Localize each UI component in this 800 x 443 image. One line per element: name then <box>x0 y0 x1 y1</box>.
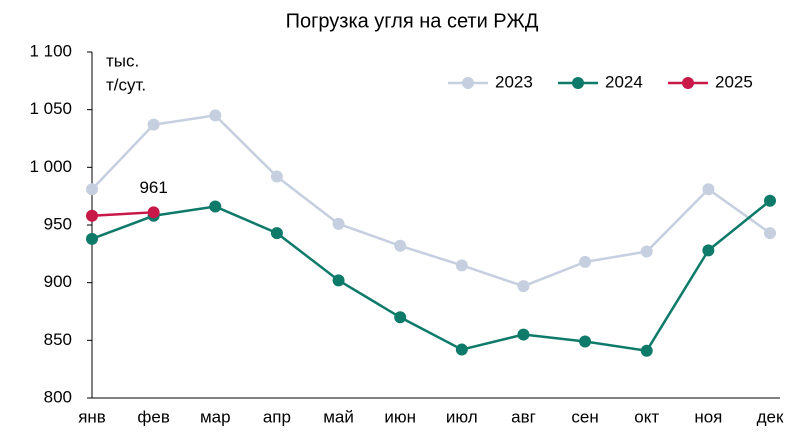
series-point <box>209 109 222 122</box>
series-point <box>640 245 653 258</box>
series-point <box>86 232 98 245</box>
x-tick-label: ноя <box>694 407 722 426</box>
x-tick-label: апр <box>263 407 291 426</box>
series-line <box>91 199 771 353</box>
series-line <box>91 114 771 288</box>
x-tick-label: авг <box>511 407 536 426</box>
series-point <box>332 274 345 287</box>
series-point <box>270 170 283 183</box>
legend-marker <box>682 77 694 89</box>
unit-label: т/сут. <box>106 75 146 94</box>
series-point <box>209 200 222 213</box>
series-point <box>86 183 98 196</box>
series-point <box>147 206 160 219</box>
y-tick-label: 1 000 <box>29 157 72 176</box>
series-line <box>91 211 154 218</box>
series-point <box>147 118 160 131</box>
x-tick-label: мар <box>200 407 231 426</box>
series-point <box>455 259 468 272</box>
legend-label: 2023 <box>495 72 533 91</box>
legend-label: 2024 <box>605 72 643 91</box>
data-label: 961 <box>139 178 167 197</box>
unit-label: тыс. <box>106 51 139 70</box>
series-point <box>640 344 653 357</box>
chart-title: Погрузка угля на сети РЖД <box>286 10 539 32</box>
series-point <box>394 311 407 324</box>
series-point <box>702 244 715 257</box>
x-tick-label: фев <box>137 407 169 426</box>
x-tick-label: июн <box>384 407 416 426</box>
series-point <box>579 335 592 348</box>
series-point <box>455 343 468 356</box>
y-tick-label: 800 <box>44 387 72 406</box>
x-tick-label: янв <box>78 407 106 426</box>
series-point <box>517 280 530 293</box>
series-point <box>517 328 530 341</box>
y-tick-label: 1 100 <box>29 41 72 60</box>
series-point <box>764 227 776 240</box>
series-point <box>86 209 98 222</box>
series-point <box>764 194 776 207</box>
legend-label: 2025 <box>715 72 753 91</box>
y-tick-label: 900 <box>44 272 72 291</box>
x-tick-label: июл <box>446 407 478 426</box>
legend-marker <box>572 77 584 89</box>
x-tick-label: дек <box>757 407 784 426</box>
series-point <box>702 183 715 196</box>
y-tick-label: 850 <box>44 330 72 349</box>
y-tick-label: 1 050 <box>29 99 72 118</box>
series-point <box>270 227 283 240</box>
x-tick-label: май <box>323 407 354 426</box>
x-tick-label: окт <box>634 407 659 426</box>
x-tick-label: сен <box>571 407 598 426</box>
series-point <box>579 255 592 268</box>
series-point <box>394 239 407 252</box>
legend-marker <box>462 77 474 89</box>
y-tick-label: 950 <box>44 214 72 233</box>
series-point <box>332 217 345 230</box>
